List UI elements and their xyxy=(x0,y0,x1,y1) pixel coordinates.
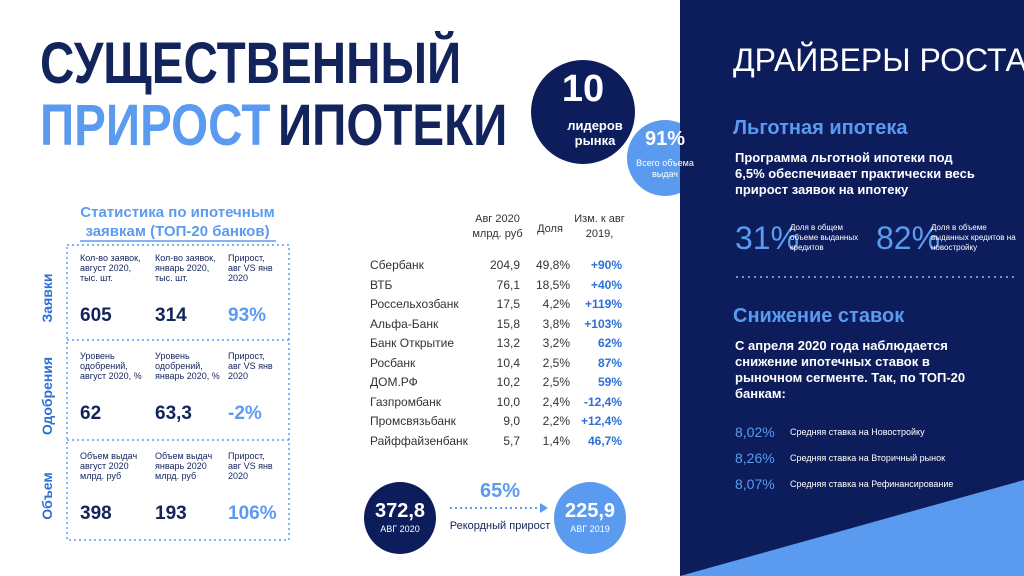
table-header: Доля xyxy=(537,223,563,235)
rate-label: Средняя ставка на Новостройку xyxy=(790,427,925,437)
col-header: Уровень одобрений, январь 2020, % xyxy=(155,351,220,381)
table-cell: 2,4% xyxy=(542,394,570,409)
rate-value: 8,26% xyxy=(735,450,775,466)
row-label: Заявки xyxy=(39,273,55,323)
col-header: Кол-во заявок, август 2020, тыс. шт. xyxy=(80,253,141,283)
table-cell: 15,8 xyxy=(496,316,520,331)
table-cell: 76,1 xyxy=(496,277,520,292)
table-header: Изм. к авг 2019, xyxy=(574,213,625,240)
table-cell: Россельхозбанк xyxy=(370,297,459,311)
circle-value: 10 xyxy=(561,68,605,110)
table-cell: 4,2% xyxy=(542,297,570,311)
table-cell: 59% xyxy=(597,375,622,389)
stat-value: 63,3 xyxy=(155,403,192,424)
title: ИПОТЕКИ xyxy=(278,93,508,158)
col-header: Кол-во заявок, январь 2020, тыс. шт. xyxy=(155,253,216,283)
decor xyxy=(66,60,680,554)
table-cell: 10,0 xyxy=(496,394,520,409)
total-value: 372,8 xyxy=(374,500,426,522)
col-header: Объем выдач август 2020 млрд. руб xyxy=(80,451,138,481)
stat-value: 82% xyxy=(876,220,941,256)
col-header: Прирост, авг VS янв 2020 xyxy=(228,351,273,381)
stat-value: 314 xyxy=(155,305,187,326)
table-cell: 5,7 xyxy=(503,433,520,448)
table-cell: 17,5 xyxy=(496,297,520,311)
col-header: Прирост, авг VS янв 2020 xyxy=(228,451,273,481)
table-cell: Сбербанк xyxy=(370,258,424,272)
table-cell: 62% xyxy=(597,336,622,350)
table-cell: 46,7% xyxy=(587,433,622,448)
section-title: Льготная ипотека xyxy=(733,117,908,139)
table-cell: 2,5% xyxy=(542,355,570,370)
table-cell: +40% xyxy=(590,277,622,292)
growth-label: Рекордный прирост xyxy=(449,520,551,532)
table-cell: Газпромбанк xyxy=(370,394,441,409)
stat-value: -2% xyxy=(228,403,262,424)
col-header: Объем выдач январь 2020 млрд. руб xyxy=(155,451,213,481)
table-header: Авг 2020 млрд. руб xyxy=(472,213,523,240)
title: СУЩЕСТВЕННЫЙ xyxy=(40,31,462,96)
table-cell: 3,2% xyxy=(542,336,570,350)
table-cell: Росбанк xyxy=(370,355,416,370)
table-cell: 1,4% xyxy=(542,433,570,448)
rate-value: 8,02% xyxy=(735,424,775,440)
col-header: Уровень одобрений, август 2020, % xyxy=(80,351,142,381)
title: ПРИРОСТ xyxy=(40,93,271,158)
total-value: 225,9 xyxy=(564,500,616,522)
stat-value: 62 xyxy=(80,403,102,424)
table-cell: Промсвязьбанк xyxy=(370,414,456,428)
stat-value: 398 xyxy=(80,503,112,524)
growth-value: 65% xyxy=(479,480,521,502)
panel-title: ДРАЙВЕРЫ РОСТА xyxy=(733,42,1024,78)
total-label: АВГ 2019 xyxy=(570,524,610,534)
section-title: Статистика по ипотечным заявкам (ТОП-20 … xyxy=(80,204,275,240)
table-cell: ВТБ xyxy=(370,277,393,292)
table-cell: Альфа-Банк xyxy=(370,316,439,331)
table-cell: 2,2% xyxy=(542,414,570,428)
table-cell: -12,4% xyxy=(583,394,622,409)
stat-value: 31% xyxy=(735,220,800,256)
table-cell: 13,2 xyxy=(496,336,520,350)
table-cell: 2,5% xyxy=(542,375,570,389)
table-cell: +103% xyxy=(584,316,622,331)
total-label: АВГ 2020 xyxy=(380,524,420,534)
table-cell: 10,2 xyxy=(496,375,520,389)
table-cell: ДОМ.РФ xyxy=(370,375,418,389)
right-panel xyxy=(680,0,1024,576)
table-cell: 204,9 xyxy=(489,258,520,272)
row-label: Одобрения xyxy=(39,356,55,436)
table-cell: +90% xyxy=(590,258,622,272)
rate-value: 8,07% xyxy=(735,476,775,492)
table-cell: Банк Открытие xyxy=(370,336,455,350)
table-cell: 49,8% xyxy=(535,258,570,272)
rate-label: Средняя ставка на Вторичный рынок xyxy=(790,453,946,463)
table-cell: 10,4 xyxy=(496,355,520,370)
stat-value: 193 xyxy=(155,503,187,524)
circle-value: 91% xyxy=(644,128,686,150)
section-text: С апреля 2020 года наблюдается снижение … xyxy=(735,338,966,401)
section-title: Снижение ставок xyxy=(733,305,905,327)
stat-label: Доля в общем объеме выданных кредитов xyxy=(790,223,859,252)
table-cell: 18,5% xyxy=(535,277,570,292)
table-cell: Райффайзенбанк xyxy=(370,433,468,448)
table-cell: 9,0 xyxy=(503,414,520,428)
stat-value: 93% xyxy=(228,305,267,326)
table-cell: 3,8% xyxy=(542,316,570,331)
col-header: Прирост, авг VS янв 2020 xyxy=(228,253,273,283)
stat-value: 605 xyxy=(80,305,112,326)
circle-text: Всего объема выдач xyxy=(636,158,694,179)
section-text: Программа льготной ипотеки под 6,5% обес… xyxy=(735,150,975,197)
table-cell: +12,4% xyxy=(580,414,622,428)
row-label: Объем xyxy=(39,472,55,520)
table-cell: 87% xyxy=(597,355,622,370)
stat-label: Доля в объеме выданных кредитов на новос… xyxy=(931,223,1016,252)
circle-text: лидеров рынка xyxy=(567,118,623,148)
stat-value: 106% xyxy=(228,503,277,524)
rate-label: Средняя ставка на Рефинансирование xyxy=(790,479,954,489)
panel-decor xyxy=(680,276,1024,576)
table-cell: +119% xyxy=(584,297,622,311)
